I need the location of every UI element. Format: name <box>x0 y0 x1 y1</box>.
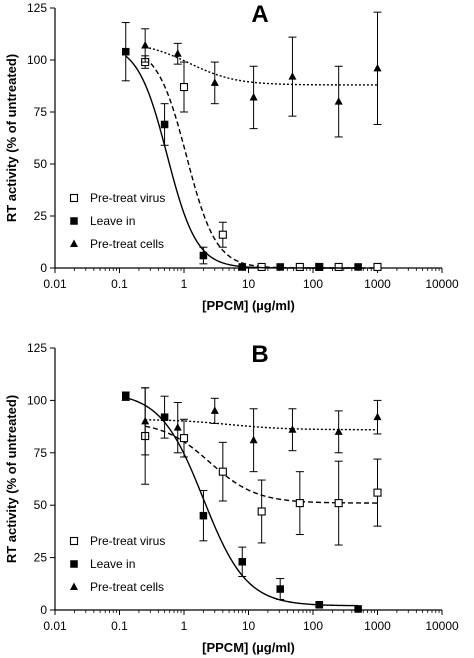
series-leave-in: Leave in <box>70 391 362 613</box>
data-point <box>288 425 297 433</box>
x-tick-label: 0.01 <box>43 277 67 291</box>
data-point <box>218 467 227 476</box>
data-point <box>122 47 130 56</box>
data-point <box>122 392 130 400</box>
y-axis-title: RT activity (% of untreated) <box>4 54 19 222</box>
data-point <box>218 230 227 239</box>
data-point <box>354 605 362 613</box>
data-point <box>334 499 343 508</box>
x-axis-title: [PPCM] (µg/ml) <box>202 298 295 313</box>
y-tick-label: 125 <box>27 1 47 15</box>
data-point <box>141 416 150 425</box>
x-tick-label: 10 <box>242 277 256 291</box>
data-point <box>288 72 297 80</box>
x-tick-label: 1000 <box>364 619 391 633</box>
legend-marker <box>70 560 78 568</box>
x-tick-label: 0.1 <box>111 277 128 291</box>
x-tick-label: 10 <box>242 619 256 633</box>
y-tick-label: 100 <box>27 53 47 67</box>
data-point <box>334 262 343 272</box>
x-axis-title: [PPCM] (µg/ml) <box>202 640 295 655</box>
legend-label: Leave in <box>90 557 135 571</box>
data-point <box>295 499 304 508</box>
legend-marker <box>69 193 79 203</box>
legend-marker <box>70 239 78 247</box>
x-tick-label: 10000 <box>425 619 459 633</box>
x-tick-label: 1000 <box>364 277 391 291</box>
y-tick-label: 75 <box>34 105 48 119</box>
data-point <box>173 423 182 431</box>
data-point <box>354 263 362 271</box>
legend-marker <box>69 536 79 546</box>
data-point <box>373 488 382 497</box>
x-tick-label: 1 <box>181 277 188 291</box>
y-tick-label: 25 <box>34 209 48 223</box>
series-pre-treat-cells: Pre-treat cells <box>70 11 382 251</box>
data-point <box>315 601 324 609</box>
panel-label: A <box>251 1 268 28</box>
data-point <box>160 413 169 421</box>
data-point <box>179 82 189 92</box>
legend-label: Pre-treat cells <box>90 237 164 251</box>
series-pre-treat-cells: Pre-treat cells <box>70 387 382 594</box>
series-pre-treat-virus: Pre-treat virus <box>69 387 382 548</box>
data-point <box>315 263 324 271</box>
x-tick-label: 1 <box>181 619 188 633</box>
legend-label: Pre-treat cells <box>90 580 164 594</box>
chart-panel-b: 0 25 50 75 100 125 0.01 0.1 1 10 100 1000 10000 [PPCM… <box>4 341 459 655</box>
series-leave-in: Leave in <box>70 22 362 271</box>
legend-label: Pre-treat virus <box>90 534 165 548</box>
data-point <box>160 120 169 129</box>
y-tick-label: 0 <box>40 261 47 275</box>
chart-panel-a: 0 25 50 75 100 125 0.01 0.1 1 10 100 1000 10000 [PPCM… <box>4 1 459 313</box>
x-tick-label: 0.01 <box>43 619 67 633</box>
data-point <box>141 40 150 49</box>
legend-marker <box>70 582 78 590</box>
x-tick-label: 100 <box>303 277 323 291</box>
data-point <box>238 558 246 566</box>
data-point <box>295 262 304 272</box>
legend-label: Pre-treat virus <box>90 191 165 205</box>
y-tick-label: 0 <box>40 603 47 617</box>
data-point <box>373 262 382 272</box>
data-point <box>334 97 343 105</box>
data-point <box>210 406 219 414</box>
data-point <box>199 511 208 520</box>
y-tick-label: 75 <box>34 446 48 460</box>
y-tick-label: 50 <box>34 498 48 512</box>
panel-label: B <box>251 341 268 368</box>
x-tick-label: 0.1 <box>111 619 128 633</box>
data-point <box>257 507 266 516</box>
x-tick-label: 10000 <box>425 277 459 291</box>
fit-curve <box>145 46 378 86</box>
x-tick-label: 100 <box>303 619 323 633</box>
y-tick-label: 100 <box>27 393 47 407</box>
legend-label: Leave in <box>90 214 135 228</box>
data-point <box>276 263 284 271</box>
data-point <box>276 585 284 593</box>
data-point <box>249 435 258 444</box>
legend-marker <box>70 217 78 225</box>
data-point <box>249 92 258 101</box>
data-point <box>238 263 246 271</box>
y-tick-label: 125 <box>27 341 47 355</box>
data-point <box>373 412 382 421</box>
data-point <box>199 251 208 260</box>
y-tick-label: 25 <box>34 551 48 565</box>
data-point <box>373 63 382 72</box>
y-tick-label: 50 <box>34 157 48 171</box>
data-point <box>179 434 189 443</box>
data-point <box>173 49 182 57</box>
y-axis-title: RT activity (% of untreated) <box>4 395 19 563</box>
data-point <box>334 427 343 435</box>
data-point <box>210 78 219 86</box>
